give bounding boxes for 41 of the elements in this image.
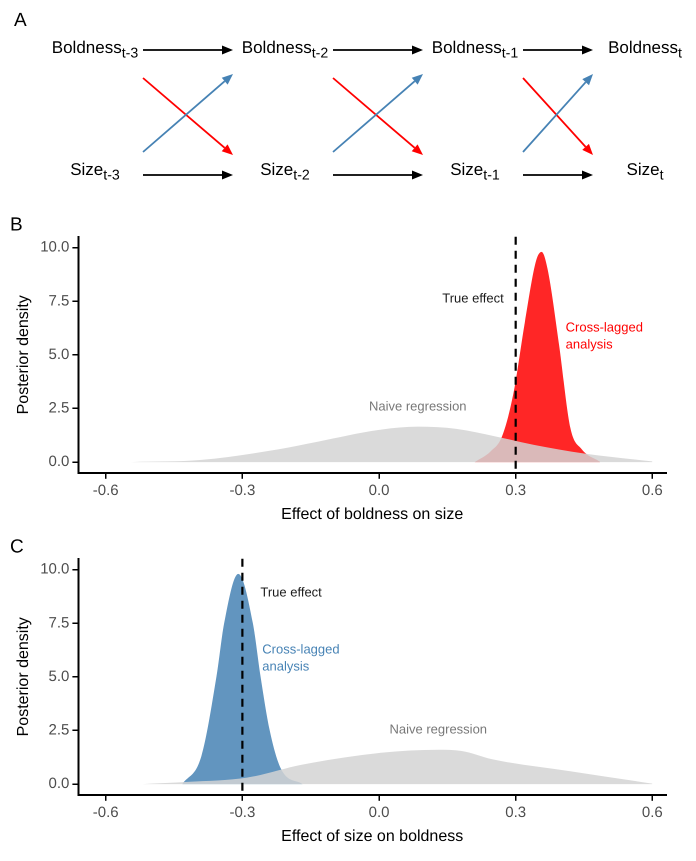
series-label: Cross-lagged analysis (566, 320, 643, 352)
series-label: Naive regression (368, 398, 467, 414)
x-tick-label: 0.3 (505, 804, 526, 821)
series-label: Naive regression (389, 722, 488, 737)
ref-line-label: True effect (442, 290, 504, 306)
y-tick-label: 5.0 (48, 668, 70, 685)
y-axis-title: Posterior density (15, 617, 32, 736)
text: Size$_{t-2}$ (260, 160, 310, 184)
text: Size$_{t-1}$ (450, 160, 500, 184)
x-tick-label: 0.0 (368, 804, 390, 821)
chart-title: C (10, 536, 24, 558)
x-tick-label: -0.3 (229, 804, 256, 821)
y-tick-label: 5.0 (48, 346, 70, 363)
y-tick-label: 10.0 (40, 560, 70, 578)
y-axis-title: Posterior density (15, 295, 32, 414)
x-tick-label: -0.6 (92, 482, 119, 499)
text: Boldness$_{t}$ (608, 38, 682, 62)
series-label: Cross-lagged analysis (262, 642, 340, 674)
text: Boldness$_{t-3}$ (52, 38, 138, 62)
y-tick-label: 7.5 (48, 614, 70, 632)
text: Size$_{t-3}$ (70, 160, 120, 184)
x-tick-label: -0.6 (92, 804, 119, 821)
ref-line-label: True effect (260, 584, 322, 600)
y-tick-label: 0.0 (48, 775, 70, 792)
text: Boldness$_{t-2}$ (242, 38, 328, 62)
text: Size$_{t}$ (626, 160, 664, 184)
y-tick-label: 2.5 (48, 400, 70, 417)
y-tick-label: 7.5 (48, 292, 70, 310)
y-tick-label: 10.0 (40, 238, 70, 256)
text: Boldness$_{t-1}$ (432, 38, 518, 62)
text: A (14, 10, 27, 32)
x-tick-label: -0.3 (229, 482, 256, 499)
x-tick-label: 0.0 (368, 482, 390, 499)
x-tick-label: 0.6 (642, 804, 663, 821)
x-tick-label: 0.6 (642, 482, 663, 499)
chart-title: B (10, 214, 23, 236)
y-tick-label: 2.5 (48, 722, 70, 739)
x-tick-label: 0.3 (505, 482, 526, 499)
y-tick-label: 0.0 (48, 453, 70, 470)
x-axis-title: Effect of boldness on size (281, 506, 464, 523)
x-axis-title: Effect of size on boldness (281, 828, 464, 845)
